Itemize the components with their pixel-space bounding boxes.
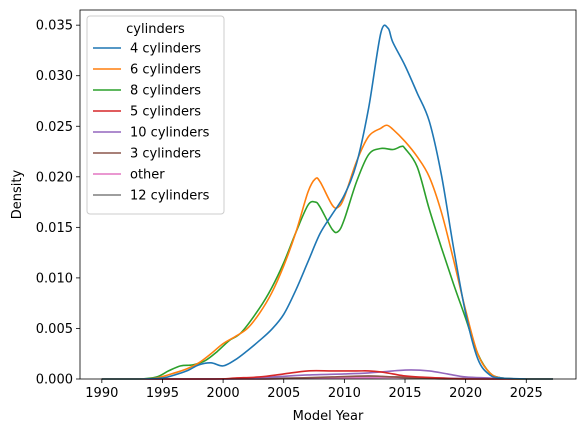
legend-label: 6 cylinders [130, 63, 201, 78]
legend-item: 5 cylinders [93, 105, 201, 120]
legend-item: 6 cylinders [93, 63, 201, 78]
legend-label: other [130, 168, 165, 183]
legend-item: 3 cylinders [93, 147, 201, 162]
x-tick-label: 2000 [207, 386, 240, 401]
series-line-4-cylinders [101, 24, 553, 380]
x-tick-label: 1995 [146, 386, 179, 401]
legend-box [86, 15, 225, 215]
legend-item: 12 cylinders [93, 189, 210, 204]
series-line-10-cylinders [101, 369, 553, 380]
x-tick-label: 1990 [85, 386, 118, 401]
y-tick-label: 0.030 [36, 69, 73, 84]
y-axis-ticks: 0.000 0.005 0.010 0.015 0.020 0.025 0.030 0.035 [36, 19, 80, 388]
x-tick-label: 2025 [510, 386, 543, 401]
y-tick-label: 0.025 [36, 120, 73, 135]
y-tick-label: 0.015 [36, 221, 73, 236]
x-tick-label: 2020 [449, 386, 482, 401]
series-line-8-cylinders [101, 145, 553, 380]
y-axis-label: Density [10, 169, 25, 219]
x-axis-ticks: 1990 1995 2000 2005 2010 2015 2020 2025 [85, 379, 543, 401]
y-tick-label: 0.010 [36, 271, 73, 286]
x-tick-label: 2010 [328, 386, 361, 401]
legend-item: 8 cylinders [93, 84, 201, 99]
axes-frame [79, 9, 577, 380]
legend-item: 4 cylinders [93, 42, 201, 57]
series-line-5-cylinders [101, 369, 553, 380]
legend-label: 3 cylinders [130, 147, 201, 162]
legend-label: 12 cylinders [130, 189, 210, 204]
y-tick-label: 0.005 [36, 322, 73, 337]
x-tick-label: 2015 [388, 386, 421, 401]
y-tick-label: 0.000 [36, 373, 73, 388]
legend-item: other [93, 168, 165, 183]
x-axis-label: Model Year [293, 409, 364, 424]
legend-label: 8 cylinders [130, 84, 201, 99]
y-tick-label: 0.035 [36, 19, 73, 34]
legend-label: 10 cylinders [130, 126, 210, 141]
legend-label: 5 cylinders [130, 105, 201, 120]
legend-title: cylinders [126, 22, 185, 37]
y-tick-label: 0.020 [36, 170, 73, 185]
legend-label: 4 cylinders [130, 42, 201, 57]
legend: cylinders 4 cylinders 6 cylinders 8 cylind… [86, 15, 225, 215]
x-tick-label: 2005 [267, 386, 300, 401]
legend-item: 10 cylinders [93, 126, 210, 141]
legend-items: 4 cylinders 6 cylinders 8 cylinders 5 cylin… [93, 42, 210, 204]
